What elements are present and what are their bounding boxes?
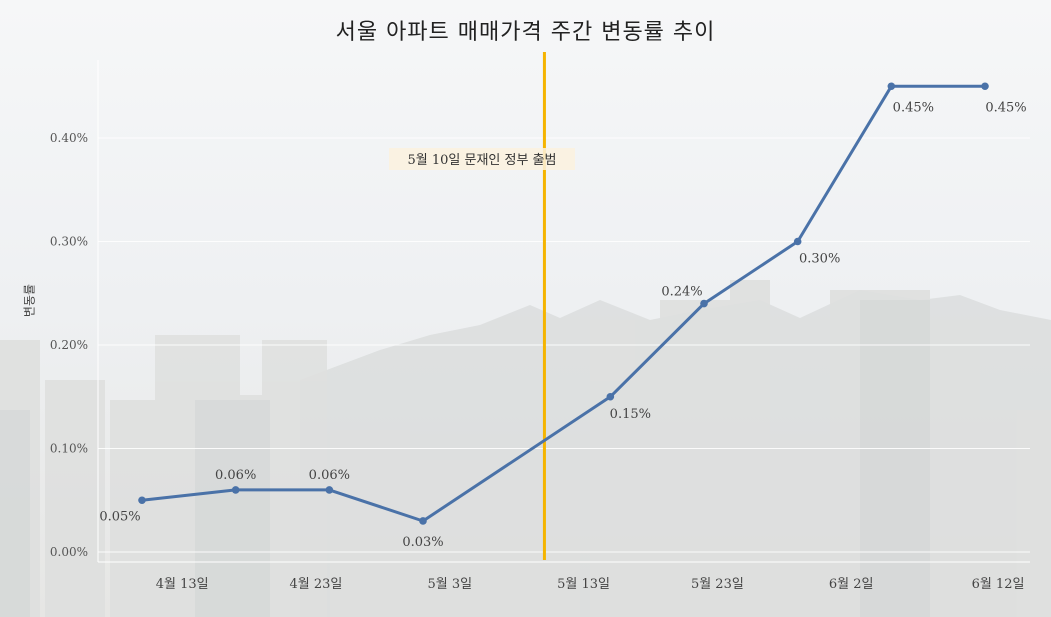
- data-point: [887, 82, 896, 91]
- data-label: 0.06%: [309, 468, 350, 483]
- data-point: [231, 486, 240, 494]
- chart-title: 서울 아파트 매매가격 주간 변동률 추이: [335, 20, 716, 45]
- series-line: [138, 82, 989, 525]
- data-label: 0.06%: [215, 468, 256, 483]
- x-tick-label: 4월 13일: [156, 577, 209, 592]
- data-labels: 0.05% 0.06% 0.06% 0.03% 0.15% 0.24% 0.30% 0.45%…: [99, 100, 1026, 550]
- data-point: [981, 82, 989, 91]
- y-tick-label: 0.40%: [50, 131, 88, 145]
- gridlines: [97, 60, 1030, 563]
- x-tick-labels: 4월 13일 4월 23일 5월 3일 5월 13일 5월 23일 6월 2일 6월 12일: [156, 577, 1025, 592]
- event-annotation: 5월 10일 문재인 정부 출범: [389, 52, 575, 560]
- x-tick-label: 5월 23일: [691, 577, 744, 592]
- data-point: [700, 299, 708, 308]
- x-tick-label: 6월 2일: [829, 577, 874, 592]
- annotation-box: [389, 148, 575, 170]
- x-tick-label: 6월 12일: [972, 577, 1025, 592]
- data-label: 0.03%: [402, 535, 443, 550]
- data-label: 0.45%: [893, 100, 934, 115]
- annotation-text: 5월 10일 문재인 정부 출범: [408, 153, 557, 168]
- y-tick-label: 0.30%: [50, 235, 88, 249]
- data-point: [138, 496, 146, 505]
- data-point: [793, 237, 802, 246]
- data-label: 0.15%: [610, 407, 651, 422]
- data-point: [325, 486, 334, 494]
- x-tick-label: 5월 13일: [557, 577, 610, 592]
- data-point: [606, 392, 615, 401]
- y-tick-label: 0.10%: [50, 442, 88, 456]
- y-tick-label: 0.20%: [50, 338, 88, 352]
- data-point: [419, 517, 427, 525]
- x-tick-label: 5월 3일: [427, 577, 472, 592]
- x-tick-label: 4월 23일: [290, 577, 343, 592]
- y-tick-label: 0.00%: [50, 545, 88, 559]
- data-label: 0.45%: [985, 100, 1026, 115]
- data-label: 0.24%: [661, 285, 702, 300]
- y-tick-labels: 0.00% 0.10% 0.20% 0.30% 0.40%: [50, 131, 88, 559]
- data-label: 0.30%: [799, 252, 840, 267]
- data-label: 0.05%: [99, 509, 140, 524]
